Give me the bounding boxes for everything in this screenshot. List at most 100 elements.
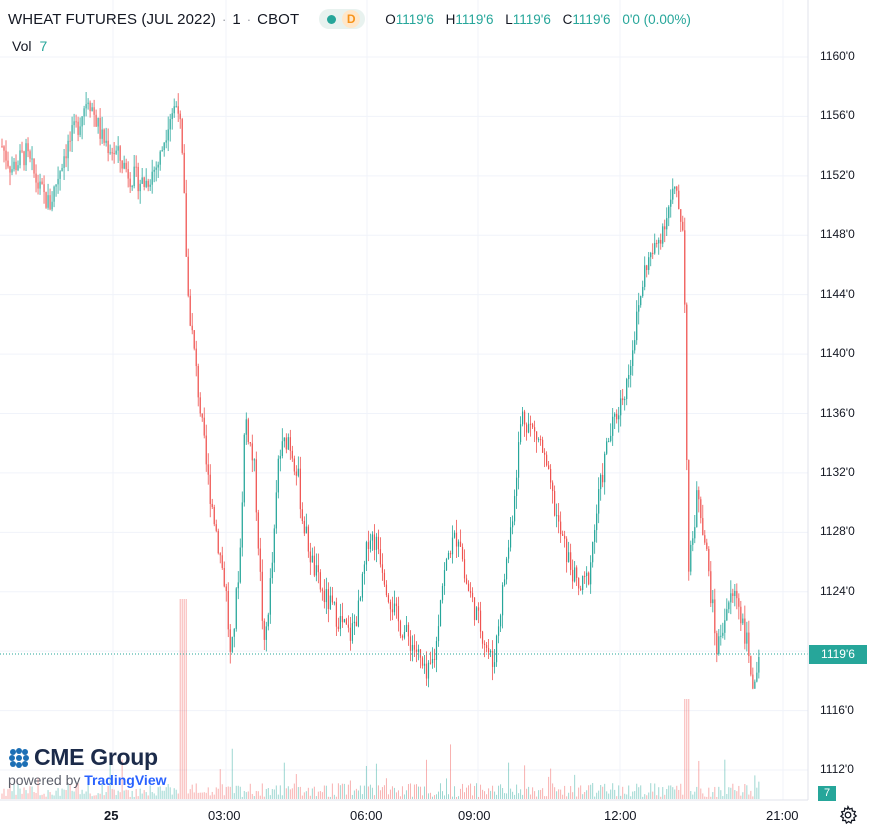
tradingview-label[interactable]: TradingView <box>84 772 167 788</box>
candle-body <box>213 507 215 525</box>
volume-bar <box>476 783 478 799</box>
volume-bar <box>644 794 646 799</box>
candle-body <box>584 575 586 577</box>
candle-body <box>31 158 33 160</box>
volume-bar <box>299 786 301 799</box>
candle-body <box>728 602 730 610</box>
candle-body <box>744 618 746 644</box>
volume-bar <box>458 796 460 799</box>
volume-bar <box>598 790 600 799</box>
volume-bar <box>97 793 99 799</box>
candle-body <box>734 590 736 596</box>
candle-body <box>542 439 544 453</box>
volume-bar <box>684 699 686 799</box>
market-status-pill[interactable]: D <box>319 9 366 29</box>
volume-bar <box>411 796 413 799</box>
volume-bar <box>125 789 127 799</box>
volume-bar <box>185 599 187 799</box>
candle-body <box>576 567 578 578</box>
volume-bar <box>47 790 49 799</box>
candle-body <box>656 242 658 244</box>
volume-bar <box>215 787 217 799</box>
gear-icon[interactable] <box>838 805 858 825</box>
volume-bar <box>590 784 592 799</box>
candle-body <box>137 166 139 192</box>
interval-label[interactable]: 1 <box>232 10 241 28</box>
candle-body <box>67 140 69 159</box>
volume-bar <box>367 786 369 799</box>
candle-body <box>123 162 125 169</box>
volume-legend[interactable]: Vol 7 <box>12 38 47 54</box>
volume-bar <box>616 796 618 799</box>
candle-body <box>61 167 63 172</box>
candle-body <box>409 636 412 651</box>
symbol-legend[interactable]: WHEAT FUTURES (JUL 2022) · 1 · CBOT D O1… <box>8 8 699 30</box>
candle-body <box>5 150 7 161</box>
candle-body <box>105 140 107 143</box>
volume-bar <box>87 784 89 799</box>
candle-body <box>534 427 536 432</box>
volume-bar <box>650 783 652 799</box>
candle-body <box>483 643 486 646</box>
volume-bar <box>564 785 566 799</box>
volume-bar <box>35 792 37 799</box>
volume-bar <box>444 795 446 799</box>
volume-bar <box>311 788 313 799</box>
volume-bar <box>502 787 504 799</box>
candle-body <box>283 437 285 442</box>
volume-bar <box>305 791 307 799</box>
volume-bar <box>25 790 27 799</box>
volume-bar <box>365 765 367 799</box>
candle-body <box>269 578 271 615</box>
candle-body <box>193 330 195 349</box>
volume-bar <box>478 796 480 799</box>
volume-bar <box>466 787 468 799</box>
volume-bar <box>217 788 219 799</box>
volume-bar <box>385 778 387 799</box>
candle-body <box>507 547 510 559</box>
cme-logo[interactable]: CME Group powered by TradingView <box>8 744 167 788</box>
time-tick-label: 09:00 <box>458 808 491 823</box>
volume-bar <box>279 785 281 799</box>
volume-bar <box>337 783 339 799</box>
volume-bar <box>552 783 554 799</box>
volume-bar <box>594 796 596 799</box>
volume-bar <box>496 794 498 799</box>
candle-body <box>477 607 480 611</box>
delayed-badge[interactable]: D <box>342 10 361 28</box>
candle-body <box>97 117 99 127</box>
volume-bar <box>504 793 506 799</box>
candle-body <box>552 482 554 492</box>
volume-bar <box>9 783 11 799</box>
candle-body <box>604 453 606 483</box>
volume-bar <box>472 795 474 799</box>
volume-bar <box>532 787 534 799</box>
volume-bar <box>654 783 656 799</box>
candle-body <box>730 593 732 603</box>
volume-bar <box>427 793 429 799</box>
volume-bar <box>189 789 191 799</box>
candle-body <box>393 603 396 613</box>
candle-body <box>339 616 341 629</box>
volume-bar <box>636 783 638 799</box>
symbol-title[interactable]: WHEAT FUTURES (JUL 2022) <box>8 10 216 28</box>
candle-body <box>301 509 303 522</box>
volume-bar <box>19 788 21 799</box>
volume-bar <box>718 786 720 799</box>
volume-bar <box>161 790 163 799</box>
volume-bar <box>67 784 69 799</box>
volume-bar <box>494 791 496 799</box>
candle-body <box>159 151 161 165</box>
candle-body <box>618 415 620 420</box>
candle-body <box>684 230 686 305</box>
legend-separator-2: · <box>246 11 252 27</box>
volume-bar <box>732 783 734 799</box>
candle-body <box>79 126 81 135</box>
volume-bar <box>656 795 658 799</box>
volume-bar <box>562 794 564 799</box>
candle-body <box>574 567 576 582</box>
volume-bar <box>604 783 606 799</box>
volume-bar <box>347 784 349 799</box>
candle-body <box>221 555 223 568</box>
